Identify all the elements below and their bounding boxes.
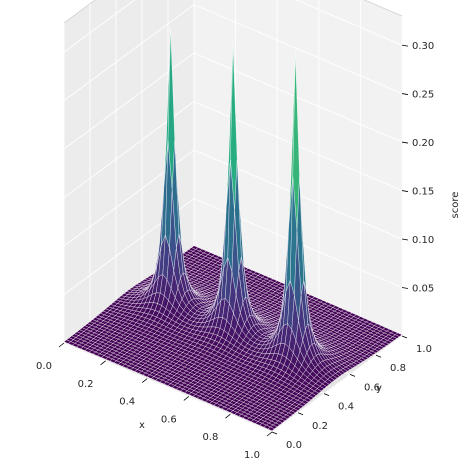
y-tick-mark	[401, 335, 408, 339]
x-tick-label: 0.6	[161, 414, 177, 425]
z-tick-mark	[401, 190, 409, 192]
surface-patch	[267, 426, 275, 431]
y-axis-label: y	[376, 383, 382, 394]
z-grid-line	[63, 52, 403, 150]
y-tick-mark	[271, 431, 278, 435]
z-tick-label: 0.20	[412, 138, 434, 149]
z-grid-line	[63, 0, 403, 53]
y-tick-label: 0.2	[312, 421, 328, 432]
x-axis-label: x	[139, 420, 145, 431]
y-tick-mark	[297, 412, 304, 416]
z-tick-mark	[401, 238, 409, 241]
y-tick-label: 0.8	[390, 363, 406, 374]
x-tick-label: 0.2	[78, 379, 94, 390]
x-tick-label: 0.0	[36, 361, 52, 372]
x-tick-mark	[225, 413, 231, 419]
x-tick-label: 1.0	[244, 450, 260, 461]
z-tick-mark	[401, 93, 409, 95]
z-grid-line	[63, 4, 403, 101]
y-tick-mark	[349, 374, 356, 377]
y-tick-mark	[323, 393, 330, 396]
z-tick-mark	[401, 141, 409, 144]
z-grid-line	[63, 198, 403, 295]
z-tick-label: 0.10	[412, 235, 434, 246]
z-tick-label: 0.25	[412, 90, 434, 101]
x-tick-mark	[58, 342, 65, 348]
y-tick-label: 0.4	[338, 402, 354, 413]
z-tick-label: 0.30	[412, 41, 434, 52]
y-tick-label: 0.6	[364, 382, 380, 393]
z-tick-mark	[401, 44, 409, 47]
y-tick-label: 0.0	[286, 440, 302, 451]
axis-ticks: 0.0 0.2 0.4 0.6 0.8 1.0 0.0 0.2 0.4 0.6 0.8 1.0 0.05…	[36, 41, 434, 461]
x-tick-mark	[100, 360, 106, 366]
surface-mesh	[63, 29, 403, 431]
y-tick-mark	[375, 354, 382, 358]
z-tick-label: 0.05	[412, 284, 434, 295]
y-tick-label: 1.0	[416, 344, 432, 355]
x-tick-label: 0.8	[202, 432, 218, 443]
z-grid-line	[63, 101, 403, 198]
x-tick-mark	[183, 396, 190, 401]
z-axis-label: score	[450, 192, 461, 219]
z-grid-line	[63, 149, 403, 247]
z-tick-mark	[401, 287, 409, 289]
x-tick-mark	[141, 378, 148, 383]
x-tick-label: 0.4	[119, 397, 135, 408]
z-tick-label: 0.15	[412, 187, 434, 198]
x-tick-mark	[266, 431, 273, 437]
